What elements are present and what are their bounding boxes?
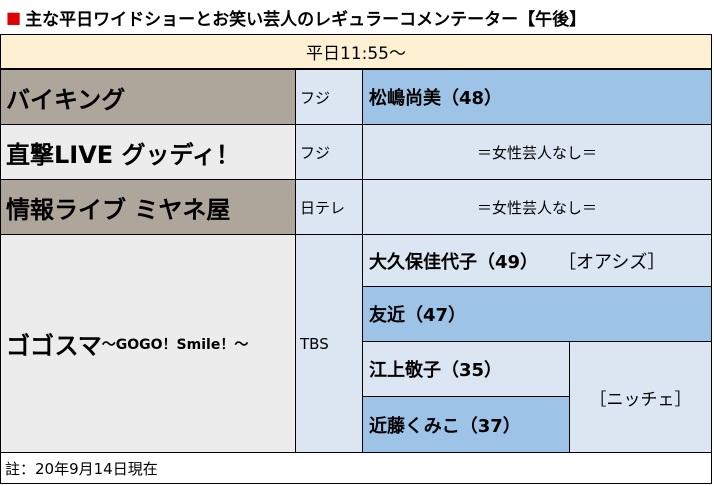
commentator: 近藤くみこ（37）	[362, 396, 570, 453]
show-name: ゴゴスマ 〜GOGO！Smile！〜	[0, 234, 296, 453]
no-female-comedian: ＝女性芸人なし＝	[362, 124, 712, 180]
table-title-text: 主な平日ワイドショーとお笑い芸人のレギュラーコメンテーター【午後】	[25, 9, 587, 30]
show-name-sub: 〜GOGO！Smile！〜	[101, 336, 249, 353]
commentator: 江上敬子（35）	[362, 341, 570, 397]
show-name: バイキング	[0, 69, 296, 125]
commentator-name: 大久保佳代子（49）	[369, 251, 539, 273]
red-square-icon: ■	[6, 7, 22, 27]
network: フジ	[295, 124, 363, 180]
no-female-comedian: ＝女性芸人なし＝	[362, 179, 712, 235]
time-slot-header: 平日11:55〜	[0, 34, 712, 69]
commentator: 大久保佳代子（49） ［オアシズ］	[362, 234, 712, 287]
network: TBS	[295, 234, 363, 453]
footnote: 註：20年9月14日現在	[0, 452, 712, 484]
show-name: 直撃LIVE グッディ！	[0, 124, 296, 180]
show-name-main: ゴゴスマ	[6, 332, 102, 360]
network: 日テレ	[295, 179, 363, 235]
table-title: ■ 主な平日ワイドショーとお笑い芸人のレギュラーコメンテーター【午後】	[0, 0, 714, 34]
agency: ［ニッチェ］	[569, 341, 712, 453]
commentator: 友近（47）	[362, 286, 712, 342]
commentator: 松嶋尚美（48）	[362, 69, 712, 125]
network: フジ	[295, 69, 363, 125]
show-name: 情報ライブ ミヤネ屋	[0, 179, 296, 235]
agency: ［オアシズ］	[558, 251, 666, 273]
